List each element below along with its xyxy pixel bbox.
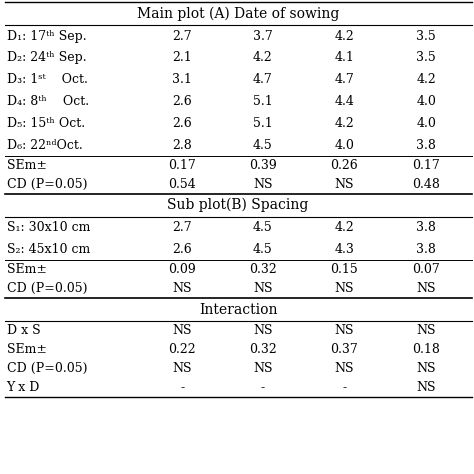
Text: 3.7: 3.7 bbox=[253, 29, 273, 43]
Text: 4.0: 4.0 bbox=[335, 138, 355, 152]
Text: S₂: 45x10 cm: S₂: 45x10 cm bbox=[7, 243, 90, 256]
Text: 4.5: 4.5 bbox=[253, 221, 273, 234]
Text: 2.6: 2.6 bbox=[172, 95, 192, 108]
Text: 2.6: 2.6 bbox=[172, 243, 192, 256]
Text: CD (P=0.05): CD (P=0.05) bbox=[7, 362, 87, 375]
Text: 2.1: 2.1 bbox=[172, 51, 192, 64]
Text: 0.07: 0.07 bbox=[412, 263, 440, 276]
Text: 2.7: 2.7 bbox=[173, 29, 192, 43]
Text: Main plot (A) Date of sowing: Main plot (A) Date of sowing bbox=[137, 7, 339, 21]
Text: 4.4: 4.4 bbox=[335, 95, 355, 108]
Text: 5.1: 5.1 bbox=[253, 95, 273, 108]
Text: D₄: 8ᵗʰ    Oct.: D₄: 8ᵗʰ Oct. bbox=[7, 95, 89, 108]
Text: -: - bbox=[180, 381, 184, 394]
Text: 0.48: 0.48 bbox=[412, 178, 440, 191]
Text: D₂: 24ᵗʰ Sep.: D₂: 24ᵗʰ Sep. bbox=[7, 51, 86, 64]
Text: NS: NS bbox=[173, 362, 192, 375]
Text: 3.1: 3.1 bbox=[172, 73, 192, 86]
Text: 0.17: 0.17 bbox=[168, 159, 196, 172]
Text: 4.3: 4.3 bbox=[335, 243, 355, 256]
Text: 0.17: 0.17 bbox=[412, 159, 440, 172]
Text: D₁: 17ᵗʰ Sep.: D₁: 17ᵗʰ Sep. bbox=[7, 29, 86, 43]
Text: NS: NS bbox=[335, 362, 354, 375]
Text: SEm±: SEm± bbox=[7, 159, 46, 172]
Text: 4.2: 4.2 bbox=[335, 221, 354, 234]
Text: NS: NS bbox=[335, 324, 354, 337]
Text: D₃: 1ˢᵗ    Oct.: D₃: 1ˢᵗ Oct. bbox=[7, 73, 88, 86]
Text: S₁: 30x10 cm: S₁: 30x10 cm bbox=[7, 221, 90, 234]
Text: NS: NS bbox=[335, 178, 354, 191]
Text: 3.8: 3.8 bbox=[416, 138, 436, 152]
Text: 4.0: 4.0 bbox=[416, 117, 436, 130]
Text: 0.32: 0.32 bbox=[249, 263, 276, 276]
Text: 5.1: 5.1 bbox=[253, 117, 273, 130]
Text: 0.37: 0.37 bbox=[330, 343, 358, 356]
Text: Sub plot(B) Spacing: Sub plot(B) Spacing bbox=[167, 198, 309, 212]
Text: 3.5: 3.5 bbox=[416, 29, 436, 43]
Text: 4.2: 4.2 bbox=[335, 117, 354, 130]
Text: D x S: D x S bbox=[7, 324, 40, 337]
Text: Interaction: Interaction bbox=[199, 302, 277, 317]
Text: 4.7: 4.7 bbox=[253, 73, 273, 86]
Text: NS: NS bbox=[253, 282, 273, 295]
Text: 4.2: 4.2 bbox=[416, 73, 436, 86]
Text: 0.32: 0.32 bbox=[249, 343, 276, 356]
Text: NS: NS bbox=[335, 282, 354, 295]
Text: 4.5: 4.5 bbox=[253, 138, 273, 152]
Text: CD (P=0.05): CD (P=0.05) bbox=[7, 178, 87, 191]
Text: 4.5: 4.5 bbox=[253, 243, 273, 256]
Text: 3.8: 3.8 bbox=[416, 221, 436, 234]
Text: 2.7: 2.7 bbox=[173, 221, 192, 234]
Text: 0.39: 0.39 bbox=[249, 159, 276, 172]
Text: 0.26: 0.26 bbox=[330, 159, 358, 172]
Text: 0.15: 0.15 bbox=[330, 263, 358, 276]
Text: NS: NS bbox=[253, 178, 273, 191]
Text: 2.6: 2.6 bbox=[172, 117, 192, 130]
Text: 2.8: 2.8 bbox=[172, 138, 192, 152]
Text: Y x D: Y x D bbox=[7, 381, 40, 394]
Text: 4.2: 4.2 bbox=[335, 29, 354, 43]
Text: NS: NS bbox=[416, 282, 436, 295]
Text: 3.5: 3.5 bbox=[416, 51, 436, 64]
Text: D₅: 15ᵗʰ Oct.: D₅: 15ᵗʰ Oct. bbox=[7, 117, 85, 130]
Text: D₆: 22ⁿᵈOct.: D₆: 22ⁿᵈOct. bbox=[7, 138, 82, 152]
Text: NS: NS bbox=[253, 324, 273, 337]
Text: 4.0: 4.0 bbox=[416, 95, 436, 108]
Text: NS: NS bbox=[173, 324, 192, 337]
Text: SEm±: SEm± bbox=[7, 343, 46, 356]
Text: 4.7: 4.7 bbox=[335, 73, 354, 86]
Text: NS: NS bbox=[173, 282, 192, 295]
Text: -: - bbox=[342, 381, 346, 394]
Text: 4.1: 4.1 bbox=[335, 51, 355, 64]
Text: SEm±: SEm± bbox=[7, 263, 46, 276]
Text: 0.09: 0.09 bbox=[168, 263, 196, 276]
Text: NS: NS bbox=[416, 362, 436, 375]
Text: NS: NS bbox=[416, 381, 436, 394]
Text: 4.2: 4.2 bbox=[253, 51, 273, 64]
Text: 0.22: 0.22 bbox=[168, 343, 196, 356]
Text: 0.18: 0.18 bbox=[412, 343, 440, 356]
Text: -: - bbox=[261, 381, 265, 394]
Text: 0.54: 0.54 bbox=[168, 178, 196, 191]
Text: CD (P=0.05): CD (P=0.05) bbox=[7, 282, 87, 295]
Text: NS: NS bbox=[416, 324, 436, 337]
Text: NS: NS bbox=[253, 362, 273, 375]
Text: 3.8: 3.8 bbox=[416, 243, 436, 256]
